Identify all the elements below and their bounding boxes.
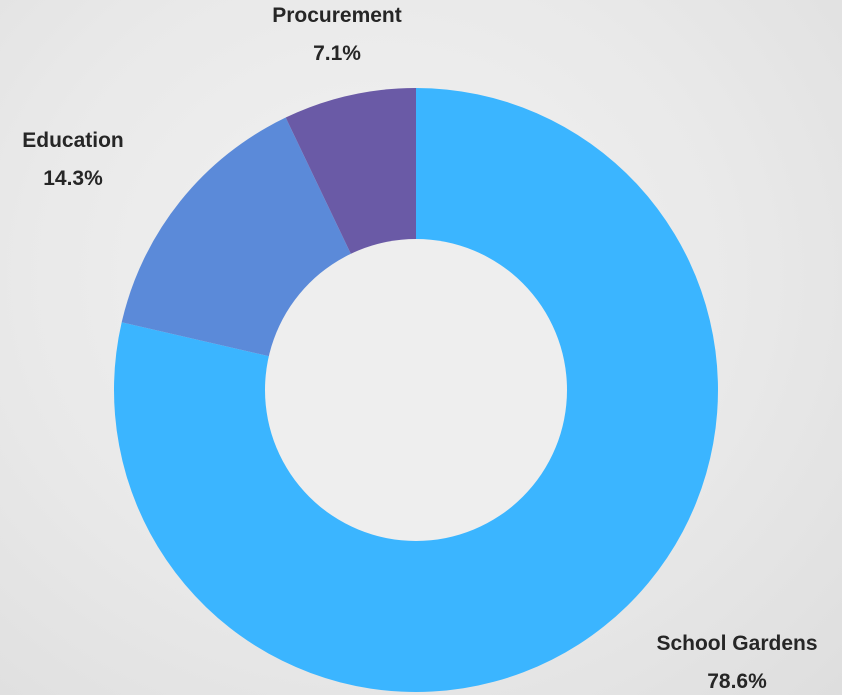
slice-percent-label: 14.3% — [43, 167, 103, 190]
donut-hole — [265, 239, 567, 541]
slice-label: Education — [22, 129, 124, 152]
slice-label: School Gardens — [656, 632, 817, 655]
slice-percent-label: 78.6% — [707, 670, 767, 693]
labels-group: School Gardens 78.6% Education 14.3% Procure… — [22, 4, 817, 693]
slice-percent-label: 7.1% — [313, 42, 361, 65]
slice-label: Procurement — [272, 4, 402, 27]
